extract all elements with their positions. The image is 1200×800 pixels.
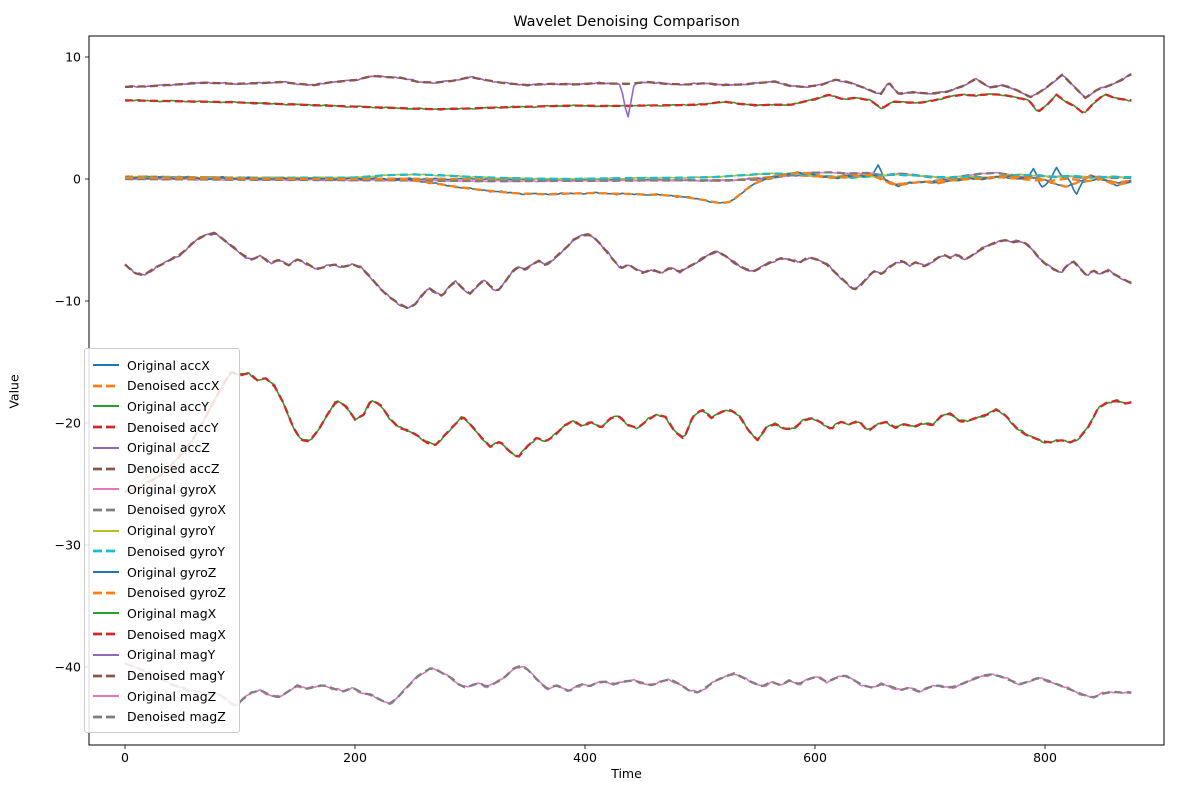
legend-item-denoised-magZ: Denoised magZ bbox=[93, 707, 231, 727]
line-denoised-accY bbox=[124, 93, 1132, 114]
legend-item-label: Denoised magZ bbox=[127, 709, 226, 725]
legend-item-label: Denoised accY bbox=[127, 419, 219, 435]
legend-item-label: Original accZ bbox=[127, 440, 210, 456]
y-tick-label: −20 bbox=[55, 415, 81, 430]
legend-line-sample bbox=[93, 508, 119, 512]
legend-item-label: Denoised accX bbox=[127, 378, 220, 394]
line-denoised-magX bbox=[124, 370, 1132, 493]
legend-item-original-accY: Original accY bbox=[93, 396, 231, 416]
line-denoised-gyroZ bbox=[125, 171, 1132, 205]
x-tick-label: 200 bbox=[343, 750, 367, 765]
legend-item-label: Original magY bbox=[127, 647, 216, 663]
legend-item-original-gyroX: Original gyroX bbox=[93, 479, 231, 499]
y-tick-label: 10 bbox=[65, 49, 81, 64]
legend-line-sample bbox=[93, 467, 119, 470]
legend-item-label: Original magZ bbox=[127, 688, 217, 704]
y-axis-label: Value bbox=[6, 374, 22, 409]
legend-item-denoised-gyroX: Denoised gyroX bbox=[93, 500, 231, 520]
legend-line-sample bbox=[93, 425, 119, 429]
legend-item-original-gyroZ: Original gyroZ bbox=[93, 562, 231, 582]
legend-line-sample bbox=[93, 364, 119, 366]
legend-item-original-magY: Original magY bbox=[93, 645, 231, 665]
legend-item-label: Original gyroX bbox=[127, 481, 217, 497]
y-tick-label: 0 bbox=[73, 171, 81, 186]
legend-item-original-accX: Original accX bbox=[93, 355, 231, 375]
legend-item-label: Denoised gyroY bbox=[127, 543, 225, 559]
legend-item-label: Original accY bbox=[127, 398, 209, 414]
legend-item-label: Denoised gyroX bbox=[127, 502, 226, 518]
legend-line-sample bbox=[93, 653, 119, 656]
line-denoised-accZ bbox=[124, 73, 1132, 100]
y-tick-label: −30 bbox=[55, 537, 81, 552]
line-original-magZ bbox=[124, 661, 1132, 707]
legend-item-label: Denoised accZ bbox=[127, 461, 220, 477]
legend-item-denoised-magY: Denoised magY bbox=[93, 666, 231, 686]
y-tick-label: −10 bbox=[55, 293, 81, 308]
legend-line-sample bbox=[93, 591, 119, 595]
legend-line-sample bbox=[93, 488, 119, 491]
line-original-magY bbox=[124, 233, 1132, 309]
legend-item-label: Denoised magX bbox=[127, 626, 226, 642]
legend-line-sample bbox=[93, 612, 119, 615]
legend-item-original-magZ: Original magZ bbox=[93, 686, 231, 706]
legend-item-denoised-magX: Denoised magX bbox=[93, 624, 231, 644]
legend-item-label: Denoised gyroZ bbox=[127, 585, 226, 601]
legend-line-sample bbox=[93, 571, 119, 574]
x-tick-label: 400 bbox=[573, 750, 597, 765]
legend-item-original-accZ: Original accZ bbox=[93, 438, 231, 458]
legend-line-sample bbox=[93, 632, 119, 636]
legend-item-original-gyroY: Original gyroY bbox=[93, 521, 231, 541]
x-tick-label: 600 bbox=[803, 750, 827, 765]
legend-item-denoised-accX: Denoised accX bbox=[93, 376, 231, 396]
x-tick-label: 800 bbox=[1033, 750, 1057, 765]
legend-line-sample bbox=[93, 674, 119, 677]
legend-line-sample bbox=[93, 715, 119, 719]
legend-item-denoised-gyroZ: Denoised gyroZ bbox=[93, 583, 231, 603]
legend-item-label: Original gyroZ bbox=[127, 564, 217, 580]
legend-line-sample bbox=[93, 529, 119, 532]
legend-item-label: Denoised magY bbox=[127, 668, 225, 684]
line-denoised-magZ bbox=[124, 662, 1132, 707]
legend-item-label: Original accX bbox=[127, 357, 210, 373]
x-axis-label: Time bbox=[611, 766, 642, 781]
legend-item-original-magX: Original magX bbox=[93, 603, 231, 623]
legend-item-label: Original gyroY bbox=[127, 523, 216, 539]
legend-item-denoised-accY: Denoised accY bbox=[93, 417, 231, 437]
y-tick-label: −40 bbox=[55, 659, 81, 674]
legend-item-denoised-accZ: Denoised accZ bbox=[93, 459, 231, 479]
legend-line-sample bbox=[93, 695, 119, 698]
plot-border bbox=[88, 35, 1165, 746]
legend-line-sample bbox=[93, 549, 119, 553]
chart-title: Wavelet Denoising Comparison bbox=[513, 14, 740, 30]
x-tick-label: 0 bbox=[121, 750, 129, 765]
legend-item-denoised-gyroY: Denoised gyroY bbox=[93, 541, 231, 561]
legend-item-label: Original magX bbox=[127, 605, 217, 621]
line-denoised-magY bbox=[124, 231, 1132, 309]
legend-line-sample bbox=[93, 384, 119, 388]
legend-line-sample bbox=[93, 446, 119, 449]
legend-line-sample bbox=[93, 405, 119, 408]
legend: Original accX Denoised accX Original accY D… bbox=[84, 348, 240, 733]
